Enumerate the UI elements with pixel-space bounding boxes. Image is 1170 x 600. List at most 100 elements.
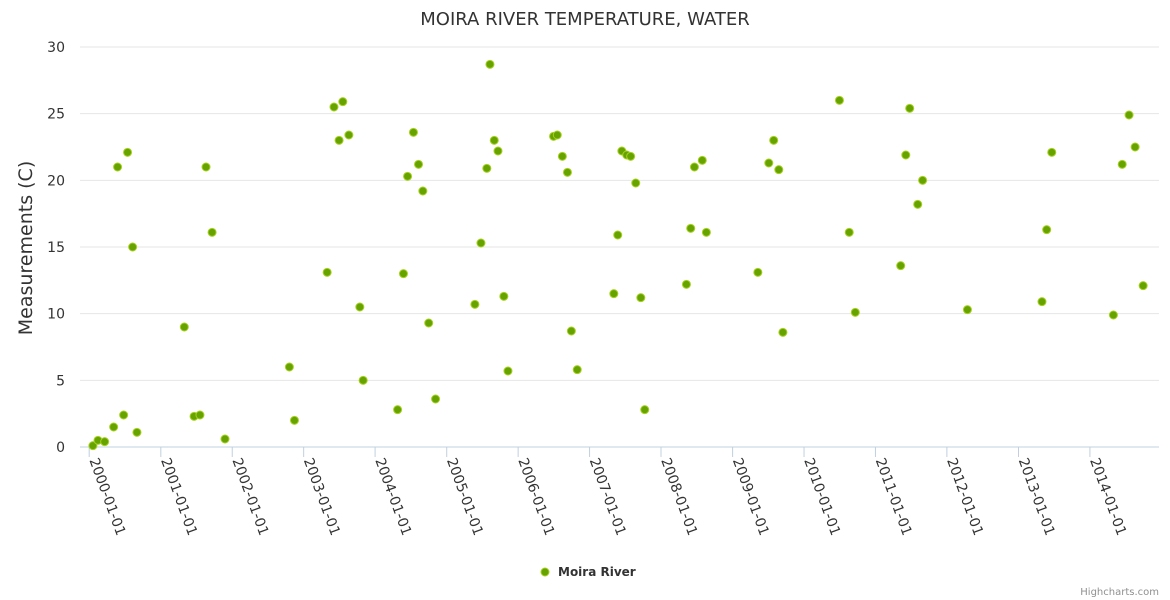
- credits-link[interactable]: Highcharts.com: [1080, 587, 1159, 598]
- x-tick-label: 2001-01-01: [157, 456, 200, 538]
- data-point[interactable]: [905, 103, 915, 113]
- data-point[interactable]: [408, 127, 418, 137]
- data-point[interactable]: [113, 162, 123, 172]
- data-point[interactable]: [220, 434, 230, 444]
- data-point[interactable]: [689, 162, 699, 172]
- data-point[interactable]: [418, 186, 428, 196]
- data-point[interactable]: [631, 178, 641, 188]
- data-point[interactable]: [834, 95, 844, 105]
- y-tick-label: 20: [47, 173, 65, 189]
- data-point[interactable]: [844, 227, 854, 237]
- y-tick-label: 10: [47, 307, 65, 323]
- data-point[interactable]: [572, 365, 582, 375]
- x-tick-label: 2000-01-01: [85, 456, 128, 538]
- data-point[interactable]: [201, 162, 211, 172]
- data-point[interactable]: [482, 163, 492, 173]
- data-point[interactable]: [195, 410, 205, 420]
- data-point[interactable]: [489, 135, 499, 145]
- legend[interactable]: Moira River: [540, 565, 636, 579]
- data-point[interactable]: [207, 227, 217, 237]
- legend-marker-icon[interactable]: [540, 567, 550, 577]
- data-point[interactable]: [431, 394, 441, 404]
- data-point[interactable]: [1138, 281, 1148, 291]
- data-point[interactable]: [901, 150, 911, 160]
- data-point[interactable]: [850, 307, 860, 317]
- data-point[interactable]: [476, 238, 486, 248]
- data-point[interactable]: [100, 437, 110, 447]
- x-tick-label: 2005-01-01: [443, 456, 486, 538]
- data-point[interactable]: [918, 175, 928, 185]
- data-point[interactable]: [403, 171, 413, 181]
- data-point[interactable]: [179, 322, 189, 332]
- data-point[interactable]: [289, 415, 299, 425]
- data-point[interactable]: [344, 130, 354, 140]
- data-point[interactable]: [329, 102, 339, 112]
- y-axis-label: Measurements (C): [15, 161, 37, 335]
- data-point[interactable]: [338, 97, 348, 107]
- y-tick-label: 5: [56, 373, 65, 389]
- data-point[interactable]: [557, 151, 567, 161]
- data-point[interactable]: [123, 147, 133, 157]
- data-point[interactable]: [132, 427, 142, 437]
- data-point[interactable]: [1042, 225, 1052, 235]
- data-point[interactable]: [88, 441, 98, 451]
- data-point[interactable]: [109, 422, 119, 432]
- data-point[interactable]: [697, 155, 707, 165]
- legend-item-moira-river[interactable]: Moira River: [558, 565, 636, 579]
- data-point[interactable]: [701, 227, 711, 237]
- y-tick-labels: 0 5 10 15 20 25 30: [47, 40, 65, 456]
- y-tick-label: 25: [47, 107, 65, 123]
- data-point[interactable]: [358, 375, 368, 385]
- data-point[interactable]: [128, 242, 138, 252]
- data-point[interactable]: [1130, 142, 1140, 152]
- y-tick-label: 15: [47, 240, 65, 256]
- data-point[interactable]: [896, 261, 906, 271]
- data-point[interactable]: [774, 165, 784, 175]
- data-point[interactable]: [503, 366, 513, 376]
- data-point[interactable]: [566, 326, 576, 336]
- data-point[interactable]: [414, 159, 424, 169]
- data-point[interactable]: [493, 146, 503, 156]
- data-point[interactable]: [398, 269, 408, 279]
- data-point[interactable]: [562, 167, 572, 177]
- data-point[interactable]: [424, 318, 434, 328]
- data-point[interactable]: [119, 410, 129, 420]
- data-point[interactable]: [753, 267, 763, 277]
- data-point[interactable]: [470, 299, 480, 309]
- data-point[interactable]: [609, 289, 619, 299]
- data-point[interactable]: [499, 291, 509, 301]
- data-point[interactable]: [626, 151, 636, 161]
- data-point[interactable]: [355, 302, 365, 312]
- data-point[interactable]: [485, 59, 495, 69]
- data-point[interactable]: [552, 130, 562, 140]
- x-tick-label: 2006-01-01: [514, 456, 557, 538]
- data-point[interactable]: [613, 230, 623, 240]
- data-point[interactable]: [913, 199, 923, 209]
- data-point[interactable]: [636, 293, 646, 303]
- data-point[interactable]: [334, 135, 344, 145]
- x-tick-label: 2007-01-01: [586, 456, 629, 538]
- data-point[interactable]: [1124, 110, 1134, 120]
- data-point[interactable]: [393, 405, 403, 415]
- x-tick-label: 2003-01-01: [300, 456, 343, 538]
- data-point[interactable]: [686, 223, 696, 233]
- data-point[interactable]: [1047, 147, 1057, 157]
- data-point[interactable]: [769, 135, 779, 145]
- y-grid-lines: [80, 46, 1159, 381]
- data-point[interactable]: [1117, 159, 1127, 169]
- y-tick-label: 30: [47, 40, 65, 56]
- data-point[interactable]: [284, 362, 294, 372]
- data-point[interactable]: [778, 327, 788, 337]
- x-tick-label: 2004-01-01: [371, 456, 414, 538]
- data-point[interactable]: [322, 267, 332, 277]
- data-point[interactable]: [962, 305, 972, 315]
- data-point[interactable]: [764, 158, 774, 168]
- data-point[interactable]: [681, 279, 691, 289]
- data-point[interactable]: [1108, 310, 1118, 320]
- data-point[interactable]: [1037, 297, 1047, 307]
- data-point[interactable]: [640, 405, 650, 415]
- data-points: [88, 59, 1148, 451]
- x-tick-labels: 2000-01-01 2001-01-01 2002-01-01 2003-01-01…: [85, 447, 1129, 538]
- x-tick-label: 2012-01-01: [943, 456, 986, 538]
